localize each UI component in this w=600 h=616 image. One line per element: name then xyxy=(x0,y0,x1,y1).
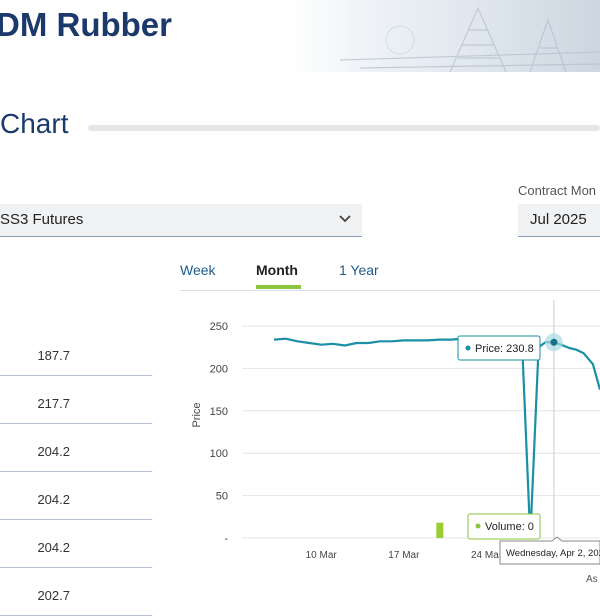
highlight-point xyxy=(550,338,558,346)
list-item: 204.2 xyxy=(0,472,152,520)
list-item: 187.7 xyxy=(0,328,152,376)
volume-tooltip: Volume: 0 xyxy=(467,513,541,540)
y-tick-label: 150 xyxy=(210,406,228,418)
header-banner: DM Rubber xyxy=(0,0,600,72)
price-tooltip-text: Price: 230.8 xyxy=(475,343,534,355)
y-axis-label: Price xyxy=(191,402,203,427)
price-value: 217.7 xyxy=(37,396,70,411)
price-value: 204.2 xyxy=(37,444,70,459)
contract-month-value: Jul 2025 xyxy=(530,211,587,228)
price-value: 204.2 xyxy=(37,492,70,507)
y-tick-label: - xyxy=(224,533,228,545)
industrial-background-image xyxy=(339,6,600,72)
y-tick-label: 200 xyxy=(210,363,228,375)
chart-grid xyxy=(242,325,600,539)
price-chart: - 50 100 150 200 250 10 Mar 17 Mar 24 Mar Price… xyxy=(191,300,600,585)
volume-tooltip-text: Volume: 0 xyxy=(485,521,534,533)
price-value: 204.2 xyxy=(37,540,70,555)
price-list: 187.7 217.7 204.2 204.2 204.2 202.7 xyxy=(0,328,152,616)
page-title: DM Rubber xyxy=(0,6,172,43)
x-axis-ticks: 10 Mar 17 Mar 24 Mar xyxy=(306,550,503,561)
volume-bars xyxy=(436,522,444,538)
volume-bar xyxy=(436,522,444,538)
tab-1-year[interactable]: 1 Year xyxy=(339,262,379,278)
y-tick-label: 250 xyxy=(210,321,228,333)
list-item: 204.2 xyxy=(0,424,152,472)
list-item: 217.7 xyxy=(0,376,152,424)
contract-month-select[interactable]: Jul 2025 xyxy=(518,204,600,237)
tooltip-bullet-icon xyxy=(475,523,481,529)
list-item: 202.7 xyxy=(0,568,152,616)
list-item: 204.2 xyxy=(0,520,152,568)
y-tick-label: 50 xyxy=(216,491,228,503)
tooltip-bullet-icon xyxy=(465,345,471,351)
x-tick-label: 17 Mar xyxy=(388,550,420,561)
active-tab-indicator xyxy=(256,285,301,289)
footer-note: As xyxy=(586,574,598,585)
date-tooltip-text: Wednesday, Apr 2, 202 xyxy=(506,548,600,559)
tab-week[interactable]: Week xyxy=(180,262,216,278)
section-title: Chart xyxy=(0,108,69,139)
date-tooltip: Wednesday, Apr 2, 202 xyxy=(499,536,600,565)
price-value: 187.7 xyxy=(37,348,70,363)
chevron-down-icon xyxy=(339,215,351,223)
product-select[interactable]: SS3 Futures xyxy=(0,204,362,237)
price-value: 202.7 xyxy=(37,588,70,603)
y-tick-label: 100 xyxy=(210,448,228,460)
period-tabs: Week Month 1 Year xyxy=(180,260,600,291)
contract-month-label: Contract Mon xyxy=(518,183,597,198)
price-tooltip: Price: 230.8 xyxy=(457,335,541,361)
y-axis-ticks: - 50 100 150 200 250 xyxy=(210,321,229,545)
x-tick-label: 24 Mar xyxy=(471,550,503,561)
section-divider xyxy=(88,125,600,131)
x-tick-label: 10 Mar xyxy=(306,550,338,561)
tab-month[interactable]: Month xyxy=(256,262,298,278)
product-select-value: SS3 Futures xyxy=(0,211,84,228)
